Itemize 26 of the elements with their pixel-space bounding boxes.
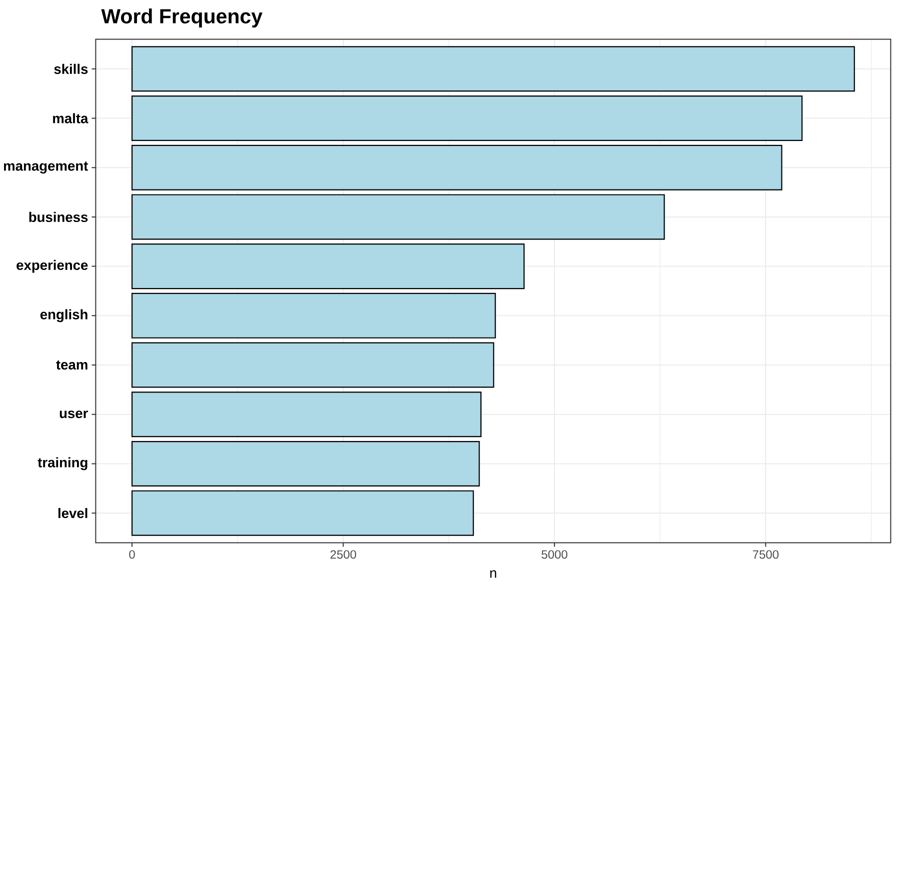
y-tick-label: training (38, 457, 88, 470)
bar (131, 144, 782, 190)
y-tick-label: experience (16, 260, 88, 273)
y-tick-label: team (56, 360, 88, 370)
y-tick-label: malta (53, 113, 88, 124)
chart-title: Word Frequency (101, 8, 262, 28)
bar (131, 46, 855, 92)
y-tick-label: business (29, 212, 88, 222)
x-tick-label: 0 (129, 550, 135, 559)
y-tick-label: management (4, 162, 88, 174)
y-tick-label: level (58, 508, 88, 518)
x-tick-label: 7500 (752, 550, 779, 559)
y-tick-label: skills (54, 64, 88, 74)
bar (131, 95, 803, 142)
bar (131, 392, 482, 438)
x-axis-title: n (490, 570, 496, 578)
y-tick-label: user (60, 410, 88, 418)
y-tick-label: english (40, 309, 88, 322)
bar (131, 292, 496, 338)
x-tick-label: 5000 (542, 550, 568, 559)
bar (131, 194, 665, 240)
bar (131, 490, 474, 536)
bar (131, 244, 525, 290)
bar (131, 342, 494, 388)
x-tick-label: 2500 (330, 550, 356, 559)
bar (131, 440, 480, 486)
